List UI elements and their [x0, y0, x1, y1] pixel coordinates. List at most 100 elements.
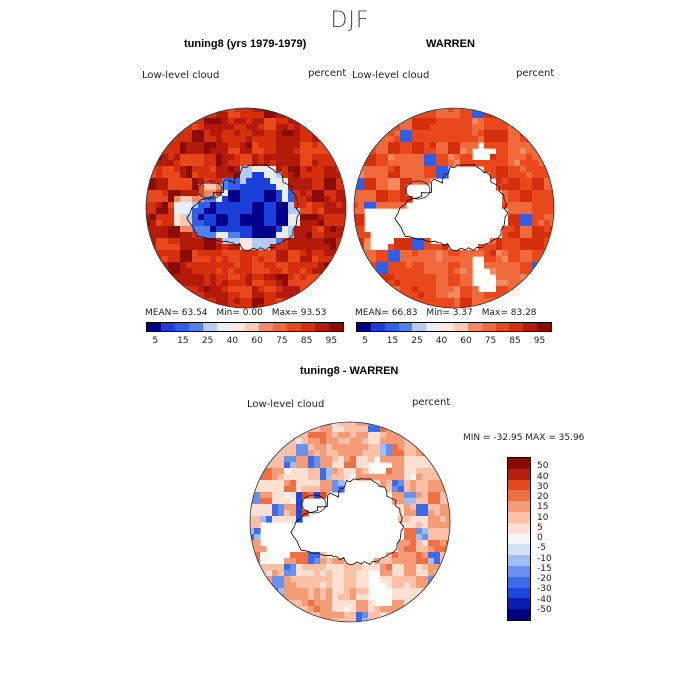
colorbar-tick-label: -40 — [537, 594, 552, 605]
panel1-unit-label: percent — [308, 68, 347, 79]
panel3-polar-map — [249, 421, 451, 623]
panel1-colorbar — [146, 322, 344, 332]
colorbar-tick-label: 15 — [386, 336, 399, 346]
colorbar-tick-label: 5 — [152, 336, 159, 346]
colorbar-swatch — [454, 323, 468, 331]
panel1-max-value: 93.53 — [300, 308, 327, 318]
panel3-colorbar — [507, 457, 531, 621]
panel3-unit-label: percent — [412, 397, 451, 408]
colorbar-tick-label: 40 — [537, 471, 549, 482]
colorbar-swatch — [508, 598, 530, 610]
panel2-unit-label: percent — [516, 68, 555, 79]
season-title: DJF — [330, 8, 370, 33]
colorbar-tick-label: -10 — [537, 553, 552, 564]
colorbar-tick-label: 15 — [177, 336, 189, 346]
colorbar-tick-label: 0 — [537, 533, 543, 543]
panel2-min-value: 3.37 — [452, 308, 473, 318]
colorbar-tick-label: 95 — [533, 336, 546, 346]
colorbar-swatch — [508, 522, 530, 534]
map2-frame — [353, 107, 555, 309]
panel2-polar-map — [353, 107, 555, 309]
colorbar-swatch — [440, 323, 455, 331]
panel2-min-label: Min= — [426, 308, 450, 318]
panel2-mean-label: MEAN= — [355, 308, 389, 318]
colorbar-tick-label: -30 — [537, 584, 552, 595]
panel1-min-label: Min= — [216, 308, 240, 318]
colorbar-swatch — [161, 323, 175, 331]
colorbar-swatch — [189, 323, 203, 331]
colorbar-swatch — [508, 533, 530, 545]
colorbar-tick-label: -20 — [537, 574, 552, 584]
colorbar-swatch — [467, 323, 482, 331]
colorbar-swatch — [508, 479, 530, 491]
colorbar-tick-label: 60 — [460, 336, 472, 346]
colorbar-swatch — [426, 323, 441, 331]
colorbar-tick-label: 15 — [537, 502, 549, 513]
colorbar-swatch — [370, 323, 385, 331]
panel3-title: tuning8 - WARREN — [300, 365, 399, 377]
map3-cells — [250, 422, 450, 622]
colorbar-swatch — [509, 323, 524, 331]
colorbar-swatch — [398, 323, 413, 331]
colorbar-swatch — [245, 323, 259, 331]
panel2-field-label: Low-level cloud — [352, 70, 430, 81]
panel2-title: WARREN — [426, 38, 475, 50]
colorbar-tick-label: 85 — [509, 336, 521, 346]
colorbar-swatch — [481, 323, 496, 331]
colorbar-tick-label: 60 — [251, 336, 263, 346]
colorbar-swatch — [412, 323, 427, 331]
colorbar-tick-label: 25 — [411, 336, 423, 346]
colorbar-swatch — [329, 323, 343, 331]
colorbar-swatch — [508, 555, 530, 566]
panel1-polar-map — [145, 107, 347, 309]
colorbar-swatch — [495, 323, 510, 331]
colorbar-swatch — [508, 544, 530, 556]
panel2-colorbar-ticks: 5 15 25 40 60 75 85 95 — [356, 336, 552, 348]
colorbar-tick-label: 40 — [226, 336, 239, 346]
colorbar-tick-label: 20 — [537, 492, 549, 502]
colorbar-swatch — [315, 323, 329, 331]
map2-coastline — [394, 164, 509, 251]
colorbar-swatch — [287, 323, 301, 331]
colorbar-swatch — [508, 458, 530, 469]
panel3-minmax: MIN = -32.95 MAX = 35.96 — [463, 433, 585, 443]
colorbar-swatch — [508, 609, 530, 620]
map1-coastline — [186, 164, 301, 251]
panel2-max-value: 83.28 — [510, 308, 537, 318]
panel1-mean-label: MEAN= — [145, 308, 179, 318]
colorbar-tick-label: 5 — [362, 336, 368, 346]
map3-peninsula — [301, 494, 327, 514]
panel1-min-value: 0.00 — [242, 308, 263, 318]
panel1-max-label: Max= — [271, 308, 298, 318]
panel3-field-label: Low-level cloud — [247, 399, 325, 410]
colorbar-swatch — [301, 323, 315, 331]
colorbar-swatch — [537, 323, 552, 331]
map3-frame — [249, 421, 451, 623]
colorbar-swatch — [508, 511, 530, 523]
colorbar-swatch — [273, 323, 287, 331]
panel2-max-label: Max= — [481, 308, 508, 318]
colorbar-swatch — [259, 323, 273, 331]
colorbar-tick-label: -5 — [537, 543, 546, 554]
colorbar-swatch — [508, 587, 530, 599]
colorbar-tick-label: 30 — [537, 481, 549, 492]
colorbar-swatch — [231, 323, 245, 331]
map2-cells — [354, 108, 554, 308]
colorbar-tick-label: 75 — [484, 336, 497, 346]
colorbar-swatch — [217, 323, 231, 331]
colorbar-tick-label: 25 — [201, 336, 214, 346]
colorbar-tick-label: -50 — [537, 604, 552, 615]
colorbar-tick-label: 10 — [537, 512, 549, 523]
colorbar-tick-label: -15 — [537, 563, 552, 574]
colorbar-swatch — [203, 323, 217, 331]
colorbar-swatch — [384, 323, 399, 331]
colorbar-swatch — [357, 323, 371, 331]
colorbar-swatch — [508, 501, 530, 512]
panel2-colorbar — [356, 322, 552, 332]
colorbar-swatch — [175, 323, 189, 331]
panel2-mean-value: 66.83 — [391, 308, 418, 318]
colorbar-tick-label: 40 — [435, 336, 448, 346]
panel2-stats: MEAN= 66.83 Min= 3.37 Max= 83.28 — [355, 308, 537, 318]
colorbar-swatch — [508, 468, 530, 480]
colorbar-swatch — [147, 323, 161, 331]
